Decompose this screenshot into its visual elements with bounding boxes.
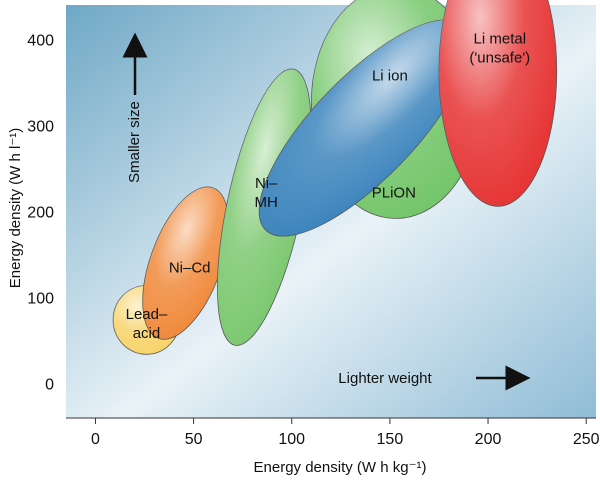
region-label-ni-mh: MH [255, 194, 278, 211]
region-label-li-metal-unsafe: Li metal [474, 31, 527, 48]
y-tick-label: 300 [27, 118, 54, 135]
y-ticks: 0 100 200 300 400 [27, 32, 54, 393]
y-tick-label: 100 [27, 291, 54, 308]
lighter-weight-annotation: Lighter weight [338, 365, 531, 391]
x-axis-title: Energy density (W h kg⁻¹) [254, 459, 427, 476]
lighter-weight-label: Lighter weight [338, 370, 432, 387]
region-li-metal-unsafe-highlight [438, 0, 557, 207]
smaller-size-label: Smaller size [126, 101, 143, 183]
region-li-ion-highlight [259, 19, 470, 237]
y-axis-title: Energy density (W h l⁻¹) [7, 128, 24, 288]
region-label-li-ion: Li ion [372, 68, 408, 85]
region-label-lead-acid: acid [133, 325, 161, 342]
y-tick-label: 200 [27, 205, 54, 222]
region-label-plion: PLiON [372, 185, 416, 202]
smaller-size-annotation: Smaller size [122, 32, 148, 183]
y-tick-label: 400 [27, 32, 54, 49]
x-ticks: 0 50 100 150 200 250 [91, 418, 600, 448]
region-ni-cd-highlight [142, 186, 229, 340]
regions-layer [112, 0, 558, 355]
x-tick-label: 50 [185, 431, 203, 448]
region-label-ni-mh: Ni– [255, 175, 278, 192]
y-tick-label: 0 [45, 377, 54, 394]
x-tick-label: 150 [377, 431, 404, 448]
x-tick-label: 200 [475, 431, 502, 448]
region-labels-layer: Lead– acid Ni–Cd Ni– MH PLiON Li ion Li metal ('… [126, 31, 531, 342]
region-label-ni-cd: Ni–Cd [169, 259, 211, 276]
x-tick-label: 100 [278, 431, 305, 448]
region-label-lead-acid: Lead– [126, 306, 168, 323]
region-label-li-metal-unsafe: ('unsafe') [469, 50, 530, 67]
x-tick-label: 250 [573, 431, 600, 448]
x-tick-label: 0 [91, 431, 100, 448]
